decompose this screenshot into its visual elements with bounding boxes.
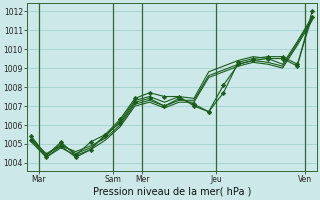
X-axis label: Pression niveau de la mer( hPa ): Pression niveau de la mer( hPa ) [92,187,251,197]
